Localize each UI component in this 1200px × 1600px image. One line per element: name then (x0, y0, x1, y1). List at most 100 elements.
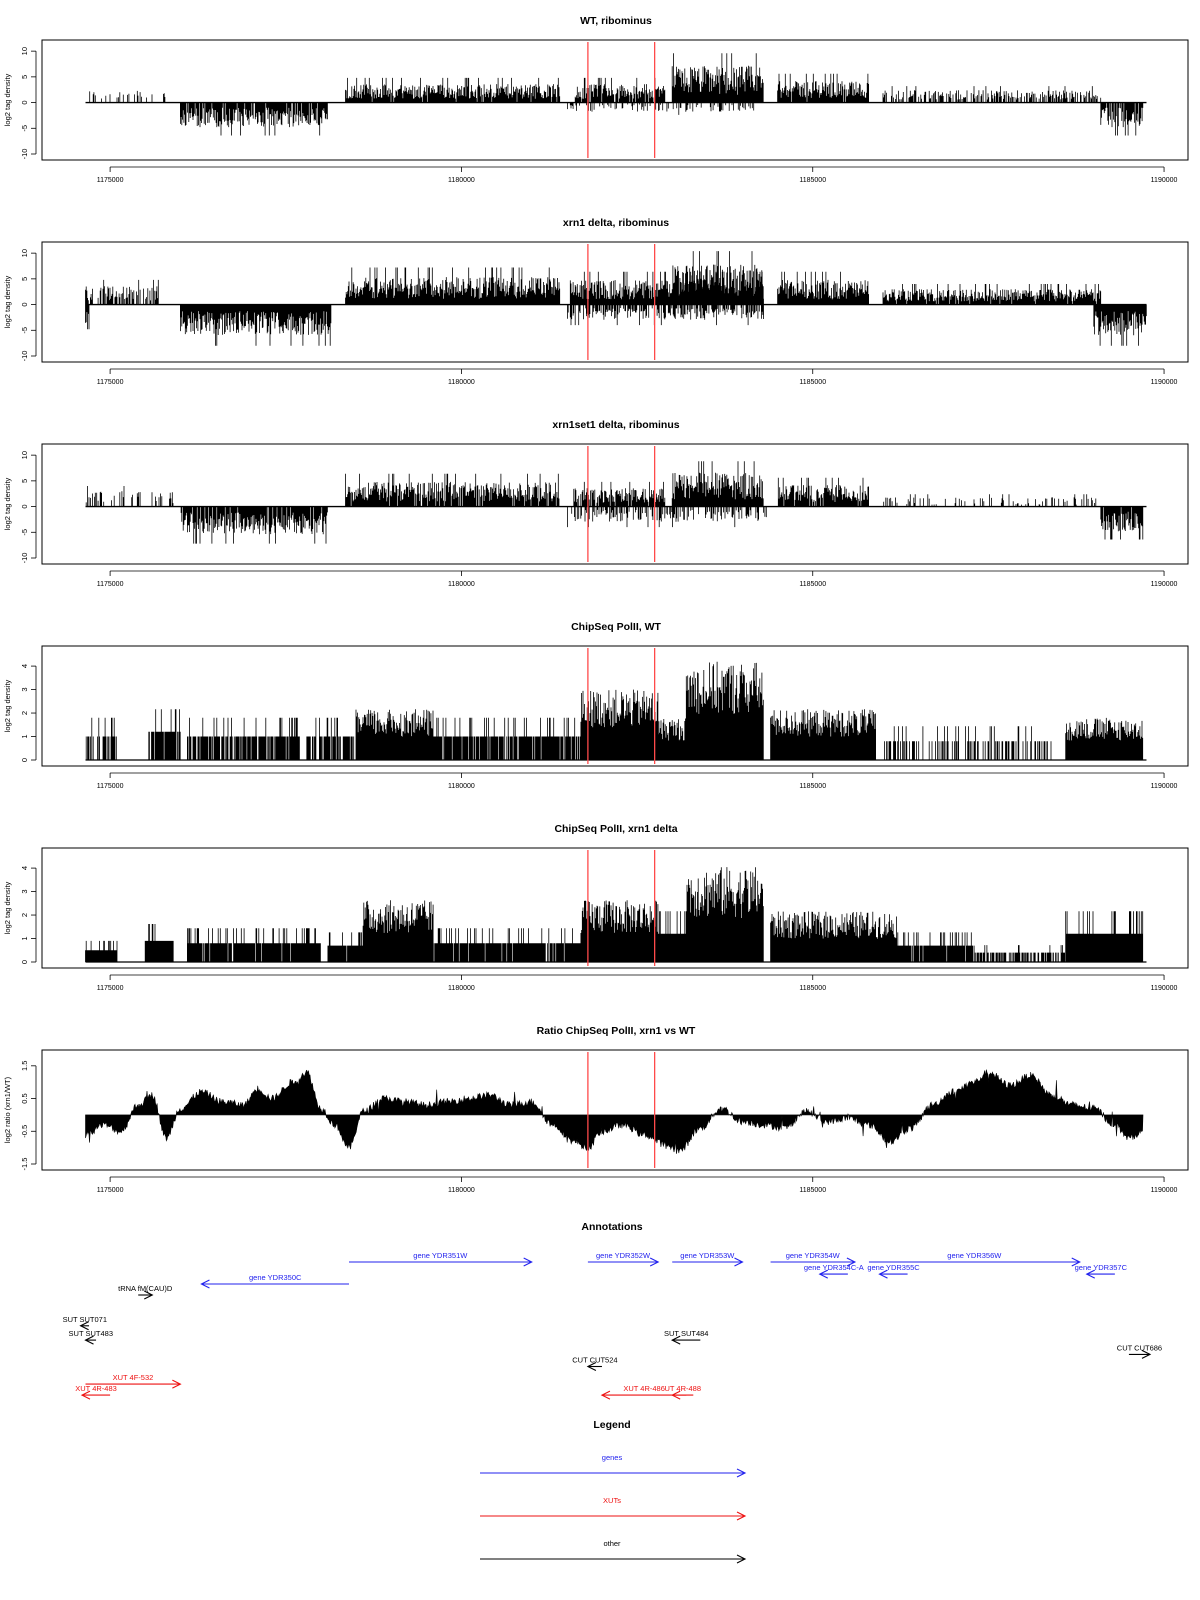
y-tick-label: -10 (20, 351, 29, 362)
y-axis-label: log2 tag density (3, 477, 12, 530)
y-tick-label: 0 (20, 100, 29, 104)
arrow-head-icon (734, 1257, 744, 1267)
legend-item-label: genes (602, 1453, 623, 1462)
legend-panel: Legend genes XUTs other (480, 1419, 747, 1564)
y-tick-label: 0 (20, 960, 29, 964)
annotation-feature: XUT 4F-532 (85, 1373, 182, 1389)
feature-label: gene YDR354W (786, 1251, 841, 1260)
y-tick-label: 10 (20, 451, 29, 459)
y-tick-label: 4 (20, 866, 29, 870)
signal-bars (85, 251, 1147, 346)
x-tick-label: 1190000 (1151, 177, 1178, 184)
feature-label: XUT 4F-532 (113, 1373, 154, 1382)
x-tick-label: 1175000 (97, 177, 124, 184)
arrow-head-icon (144, 1290, 154, 1300)
plot-frame (41, 847, 1189, 969)
annotation-feature: gene YDR350C (200, 1273, 349, 1289)
arrow-head-icon (1141, 1349, 1152, 1359)
annotation-feature: gene YDR352W (587, 1251, 660, 1267)
y-tick-label: 10 (20, 249, 29, 257)
chart-title: xrn1set1 delta, ribominus (552, 419, 679, 431)
feature-label: CUT CUT686 (1117, 1343, 1162, 1352)
feature-label: gene YDR352W (596, 1251, 651, 1260)
feature-label: gene YDR357C (1075, 1263, 1128, 1272)
feature-label: gene YDR353W (680, 1251, 735, 1260)
y-tick-label: 2 (20, 711, 29, 715)
arrow-head-icon (878, 1269, 888, 1279)
feature-label: gene YDR354C-A (804, 1263, 864, 1272)
y-axis-label: log2 tag density (3, 275, 12, 328)
arrow-head-icon (670, 1335, 681, 1345)
feature-label: SUT SUT483 (69, 1329, 113, 1338)
annotation-feature: gene YDR351W (349, 1251, 533, 1267)
x-tick-label: 1185000 (799, 985, 826, 992)
chart-title: xrn1 delta, ribominus (563, 217, 669, 229)
annotation-feature: SUT SUT484 (664, 1329, 708, 1345)
x-tick-label: 1190000 (1151, 1187, 1178, 1194)
y-tick-label: -5 (20, 125, 29, 132)
feature-label: gene YDR355C (867, 1263, 920, 1272)
arrow-head-icon (649, 1257, 660, 1267)
y-tick-label: 3 (20, 687, 29, 691)
y-tick-label: 1.5 (20, 1061, 29, 1071)
arrow-head-icon (79, 1321, 89, 1331)
x-tick-label: 1190000 (1151, 985, 1178, 992)
y-tick-label: 0 (20, 758, 29, 762)
arrow-head-icon (586, 1362, 597, 1371)
legend-item-xuts: XUTs (480, 1496, 747, 1521)
feature-label: tRNA fM(CAU)D (118, 1284, 173, 1293)
arrow-head-icon (600, 1390, 611, 1400)
y-tick-label: 10 (20, 47, 29, 55)
x-tick-label: 1175000 (97, 379, 124, 386)
data-region (85, 867, 1147, 963)
data-region (85, 461, 1147, 544)
arrow-head-icon (736, 1511, 747, 1521)
annotation-feature: gene YDR353W (672, 1251, 744, 1267)
y-tick-label: 4 (20, 664, 29, 668)
chart-panel-0: WT, ribominus -10 -5 0 5 10 log2 tag density 11… (3, 15, 1189, 184)
x-tick-label: 1190000 (1151, 783, 1178, 790)
x-tick-label: 1180000 (448, 581, 475, 588)
annotation-feature: gene YDR355C (867, 1263, 920, 1279)
y-tick-label: 5 (20, 277, 29, 281)
plot-frame (41, 241, 1189, 363)
arrow-head-icon (1071, 1257, 1081, 1267)
annotation-feature: CUT CUT686 (1117, 1343, 1162, 1359)
data-region (85, 53, 1147, 136)
annotation-feature: XUT 4R-483 (75, 1384, 117, 1400)
y-axis-label: log2 ratio (xrn1/WT) (3, 1076, 12, 1143)
arrow-head-icon (172, 1379, 182, 1389)
annotation-feature: gene YDR354W (770, 1251, 857, 1267)
x-tick-label: 1190000 (1151, 379, 1178, 386)
y-tick-label: -0.5 (20, 1125, 29, 1138)
feature-label: XUT 4R-483 (75, 1384, 117, 1393)
legend-item-genes: genes (480, 1453, 747, 1478)
feature-label: UT 4R-488 (664, 1384, 701, 1393)
annotation-feature: SUT SUT071 (63, 1315, 107, 1331)
ratio-area (85, 1069, 1144, 1154)
x-tick-label: 1180000 (448, 379, 475, 386)
x-tick-label: 1185000 (799, 783, 826, 790)
annotation-feature: tRNA fM(CAU)D (118, 1284, 173, 1300)
x-tick-label: 1190000 (1151, 581, 1178, 588)
x-tick-label: 1185000 (799, 1187, 826, 1194)
annotations-title: Annotations (581, 1221, 642, 1233)
chart-panel-1: xrn1 delta, ribominus -10 -5 0 5 10 log2 tag d… (3, 217, 1189, 386)
legend-item-label: XUTs (603, 1496, 621, 1505)
x-tick-label: 1185000 (799, 177, 826, 184)
y-tick-label: -10 (20, 553, 29, 564)
x-tick-label: 1180000 (448, 985, 475, 992)
signal-bars (85, 661, 1144, 760)
y-tick-label: 5 (20, 75, 29, 79)
arrow-head-icon (818, 1269, 829, 1279)
feature-label: CUT CUT524 (572, 1356, 617, 1365)
x-tick-label: 1180000 (448, 1187, 475, 1194)
y-tick-label: 1 (20, 936, 29, 940)
data-region (85, 661, 1147, 761)
plot-frame (41, 39, 1189, 161)
annotation-feature: gene YDR357C (1075, 1263, 1128, 1279)
plot-frame (41, 645, 1189, 767)
plot-frame (41, 1049, 1189, 1171)
x-tick-label: 1185000 (799, 379, 826, 386)
